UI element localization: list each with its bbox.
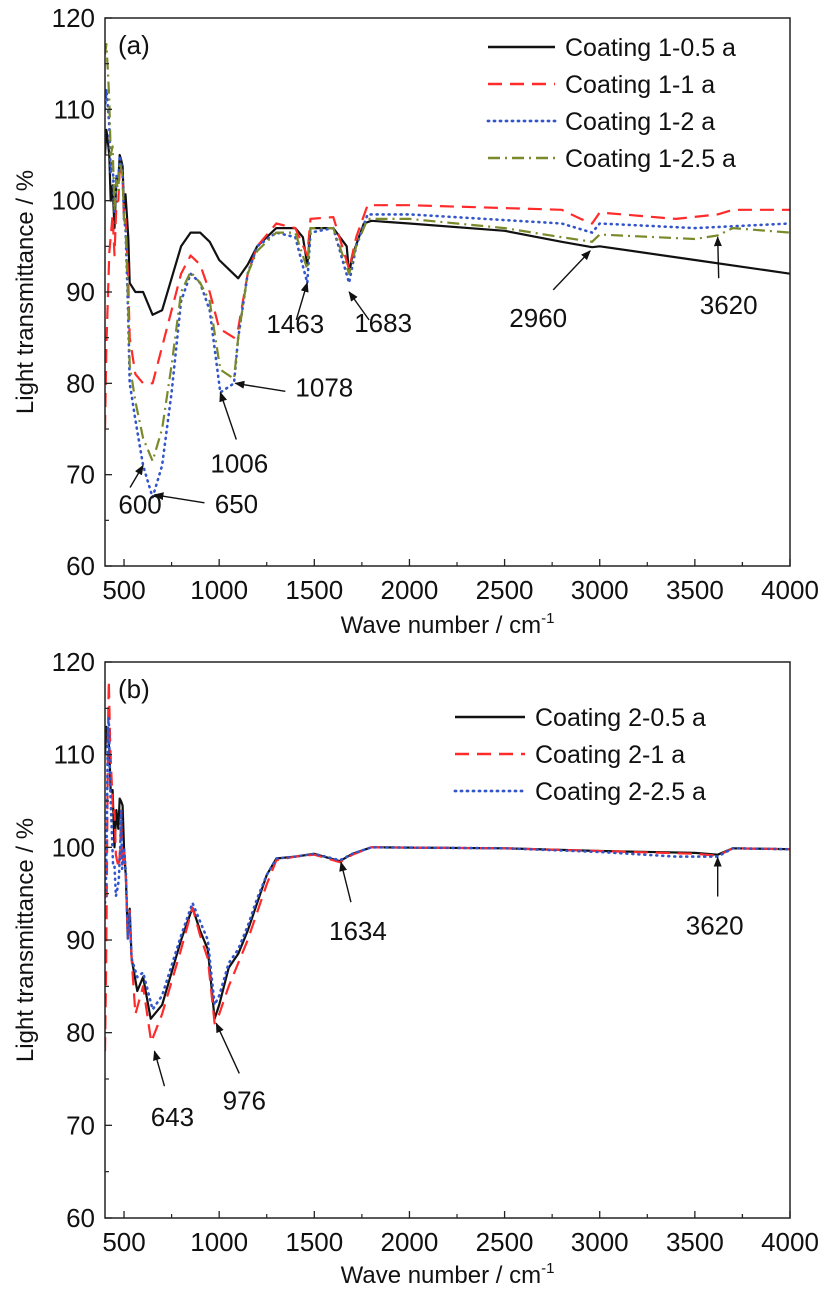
annotation-label: 1006 (210, 448, 268, 478)
y-axis-title: Light transmittance / % (12, 170, 39, 414)
annotation-label: 2960 (509, 303, 567, 333)
annotation-arrow (552, 250, 591, 291)
series-line-0 (105, 725, 790, 1020)
annotation-label: 976 (223, 1085, 266, 1115)
y-tick-label: 120 (52, 647, 95, 677)
y-tick-label: 120 (52, 3, 95, 33)
legend-label-1: Coating 2-1 a (535, 741, 685, 769)
y-tick-label: 70 (66, 1110, 95, 1140)
y-tick-label: 60 (66, 551, 95, 581)
x-tick-label: 2000 (381, 1227, 439, 1257)
legend: Coating 2-0.5 a Coating 2-1 a Coating 2-2.… (453, 704, 706, 806)
legend-label-3: Coating 1-2.5 a (565, 145, 736, 173)
legend-label-0: Coating 2-0.5 a (535, 704, 706, 732)
panel-b: 500 1000 1500 2000 2500 3000 3500 4000 60 70 80 90 1… (12, 647, 819, 1289)
x-tick-label: 1000 (190, 575, 248, 605)
annotation-arrow (234, 380, 286, 393)
series-line-2 (105, 716, 790, 1011)
x-axis-title: Wave number / cm-1 (341, 610, 555, 639)
panel-a: 500 1000 1500 2000 2500 3000 3500 4000 60 70 80 90 1… (12, 3, 819, 639)
x-tick-label: 2000 (381, 575, 439, 605)
plot-frame (104, 17, 791, 567)
y-tick-label: 110 (54, 740, 95, 770)
x-tick-label: 4000 (761, 1227, 819, 1257)
x-tick-label: 500 (102, 575, 145, 605)
y-tick-label: 60 (66, 1203, 95, 1233)
series-line-3 (105, 43, 790, 463)
x-axis-title-superscript: -1 (541, 1260, 554, 1277)
panel-label: (b) (118, 674, 150, 704)
annotation-label: 3620 (686, 911, 744, 941)
x-tick-label: 1000 (190, 1227, 248, 1257)
y-tick-label: 100 (52, 186, 95, 216)
annotation-label: 650 (215, 489, 258, 519)
annotation-label: 1634 (329, 916, 387, 946)
x-tick-label: 500 (102, 1227, 145, 1257)
annotation-arrow (348, 291, 370, 321)
annotation-arrow (153, 492, 205, 504)
series-line-1 (105, 679, 790, 1052)
x-tick-label: 3000 (571, 575, 629, 605)
y-tick-label: 80 (66, 1018, 95, 1048)
x-tick-label: 3500 (666, 575, 724, 605)
y-tick-label: 90 (66, 925, 95, 955)
y-tick-label: 100 (52, 832, 95, 862)
annotation-arrow (219, 391, 237, 440)
annotation-arrow (215, 1022, 240, 1074)
x-tick-label: 3000 (571, 1227, 629, 1257)
legend-label-2: Coating 1-2 a (565, 108, 715, 136)
annotation-label: 1683 (354, 308, 412, 338)
series-group (105, 43, 790, 499)
annotation-label: 1463 (266, 309, 324, 339)
panel-label: (a) (118, 30, 150, 60)
annotation-label: 600 (118, 490, 161, 520)
y-axis-title: Light transmittance / % (12, 818, 39, 1062)
x-tick-label: 2500 (476, 1227, 534, 1257)
y-tick-label: 90 (66, 277, 95, 307)
x-tick-label: 1500 (285, 575, 343, 605)
annotation-label: 3620 (700, 290, 758, 320)
x-tick-label: 4000 (761, 575, 819, 605)
annotation-arrow (129, 464, 144, 488)
x-axis-title-superscript: -1 (541, 610, 554, 627)
y-tick-label: 110 (54, 94, 95, 124)
annotation-arrow (295, 281, 309, 321)
x-axis-title-text: Wave number / cm (341, 612, 542, 639)
legend-label-0: Coating 1-0.5 a (565, 34, 736, 62)
legend-label-2: Coating 2-2.5 a (535, 778, 706, 806)
legend-label-1: Coating 1-1 a (565, 71, 715, 99)
x-axis-title-text: Wave number / cm (341, 1262, 542, 1289)
annotation-label: 1078 (295, 372, 353, 402)
y-tick-label: 80 (66, 368, 95, 398)
annotation-arrow (153, 1050, 166, 1087)
series-line-1 (105, 169, 790, 430)
annotation-arrow (339, 861, 352, 903)
series-group (105, 679, 790, 1052)
x-axis-title: Wave number / cm-1 (341, 1260, 555, 1289)
annotation-arrow (713, 236, 722, 279)
x-tick-label: 2500 (476, 575, 534, 605)
y-tick-label: 70 (66, 460, 95, 490)
x-tick-label: 1500 (285, 1227, 343, 1257)
x-tick-label: 3500 (666, 1227, 724, 1257)
legend: Coating 1-0.5 a Coating 1-1 a Coating 1-2 … (486, 34, 736, 173)
series-line-2 (105, 88, 790, 499)
annotation-label: 643 (151, 1102, 194, 1132)
